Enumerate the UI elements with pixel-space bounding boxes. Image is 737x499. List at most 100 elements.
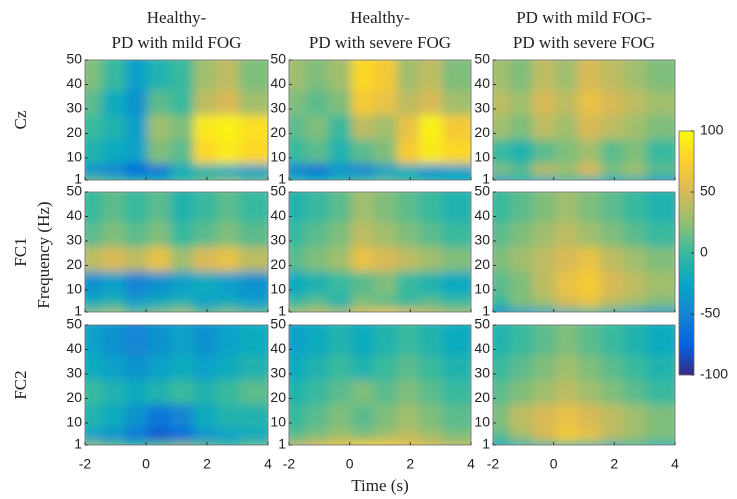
y-tick-label: 30 xyxy=(474,100,490,116)
heatmap-panel xyxy=(289,192,471,312)
x-tick-label: 0 xyxy=(550,456,558,472)
y-tick-label: 50 xyxy=(270,51,286,67)
y-tick-label: 40 xyxy=(66,207,82,223)
panel-frame xyxy=(288,324,472,446)
y-tick-label: 30 xyxy=(270,365,286,381)
column-title: PD with severe FOG xyxy=(309,33,451,52)
y-tick-label: 1 xyxy=(482,303,490,319)
y-tick-label: 10 xyxy=(66,281,82,297)
y-tick-label: 50 xyxy=(474,183,490,199)
colorbar-tick-label: -100 xyxy=(700,366,728,382)
x-tick-label: -2 xyxy=(487,456,500,472)
panel-frame xyxy=(84,191,269,313)
heatmap-panel xyxy=(289,325,471,445)
heatmap-cells xyxy=(85,60,268,180)
panel-frame xyxy=(84,59,269,181)
heatmap-panel xyxy=(289,60,471,180)
y-tick-label: 10 xyxy=(270,149,286,165)
column-title: Healthy- xyxy=(147,8,207,27)
y-tick-label: 40 xyxy=(270,207,286,223)
y-tick-label: 40 xyxy=(474,207,490,223)
y-tick-label: 40 xyxy=(270,340,286,356)
y-tick-label: 50 xyxy=(66,51,82,67)
y-tick-label: 30 xyxy=(66,100,82,116)
x-tick-label: 4 xyxy=(467,456,475,472)
y-tick-label: 1 xyxy=(482,436,490,452)
heatmap-cells xyxy=(493,60,675,180)
y-tick-label: 10 xyxy=(474,281,490,297)
heatmap-panel xyxy=(85,60,268,180)
y-tick-label: 1 xyxy=(278,303,286,319)
y-tick-label: 20 xyxy=(66,124,82,140)
y-tick-label: 10 xyxy=(66,414,82,430)
y-tick-label: 20 xyxy=(270,124,286,140)
heatmap-cells xyxy=(493,192,675,312)
y-tick-label: 1 xyxy=(74,171,82,187)
heatmap-panel xyxy=(493,60,675,180)
panel-frame xyxy=(288,191,472,313)
y-tick-label: 50 xyxy=(474,316,490,332)
y-tick-label: 40 xyxy=(474,75,490,91)
y-tick-label: 20 xyxy=(66,389,82,405)
y-tick-label: 20 xyxy=(66,256,82,272)
y-tick-label: 1 xyxy=(278,436,286,452)
column-title: PD with mild FOG xyxy=(112,33,242,52)
y-tick-label: 1 xyxy=(482,171,490,187)
y-tick-label: 1 xyxy=(278,171,286,187)
panel-frame xyxy=(492,324,676,446)
column-title: Healthy- xyxy=(350,8,410,27)
y-tick-label: 10 xyxy=(474,149,490,165)
x-tick-label: -2 xyxy=(283,456,296,472)
row-label: Cz xyxy=(11,110,30,129)
y-tick-label: 50 xyxy=(270,316,286,332)
heatmap-cell xyxy=(239,60,268,91)
heatmap-panel xyxy=(85,325,268,445)
heatmap-cell xyxy=(442,60,471,91)
heatmap-cell xyxy=(646,60,675,91)
panel-frame xyxy=(492,191,676,313)
x-axis-label: Time (s) xyxy=(351,476,408,495)
y-tick-label: 20 xyxy=(474,389,490,405)
y-tick-label: 40 xyxy=(474,340,490,356)
heatmap-cells xyxy=(289,325,471,445)
column-title: PD with severe FOG xyxy=(513,33,655,52)
x-tick-label: 4 xyxy=(671,456,679,472)
x-tick-label: 4 xyxy=(264,456,272,472)
y-tick-label: 30 xyxy=(66,232,82,248)
y-tick-label: 50 xyxy=(474,51,490,67)
y-tick-label: 1 xyxy=(74,436,82,452)
y-tick-label: 40 xyxy=(66,340,82,356)
x-tick-label: 0 xyxy=(142,456,150,472)
heatmap-cells xyxy=(289,192,471,312)
heatmap-cell xyxy=(239,192,268,223)
heatmap-cell xyxy=(646,192,675,223)
panel-frame xyxy=(84,324,269,446)
y-tick-label: 30 xyxy=(270,100,286,116)
y-tick-label: 30 xyxy=(270,232,286,248)
y-tick-label: 10 xyxy=(66,149,82,165)
column-title: PD with mild FOG- xyxy=(516,8,652,27)
y-tick-label: 40 xyxy=(270,75,286,91)
y-tick-label: 20 xyxy=(270,389,286,405)
y-tick-label: 50 xyxy=(66,316,82,332)
y-tick-label: 30 xyxy=(474,232,490,248)
x-tick-label: 0 xyxy=(346,456,354,472)
y-tick-label: 30 xyxy=(474,365,490,381)
heatmap-panel xyxy=(493,192,675,312)
colorbar-tick-label: -50 xyxy=(700,305,720,321)
heatmap-cell xyxy=(442,192,471,223)
y-tick-label: 20 xyxy=(270,256,286,272)
heatmap-cells xyxy=(493,325,675,445)
heatmap-cells xyxy=(85,325,268,445)
x-tick-label: 2 xyxy=(203,456,211,472)
y-tick-label: 40 xyxy=(66,75,82,91)
row-label: FC1 xyxy=(11,237,30,266)
y-tick-label: 50 xyxy=(270,183,286,199)
heatmap-cell xyxy=(646,325,675,356)
heatmap-panel xyxy=(85,192,268,312)
y-axis-label: Frequency (Hz) xyxy=(34,201,53,308)
colorbar-tick-label: 50 xyxy=(700,183,716,199)
heatmap-cells xyxy=(85,192,268,312)
heatmap-panel xyxy=(493,325,675,445)
